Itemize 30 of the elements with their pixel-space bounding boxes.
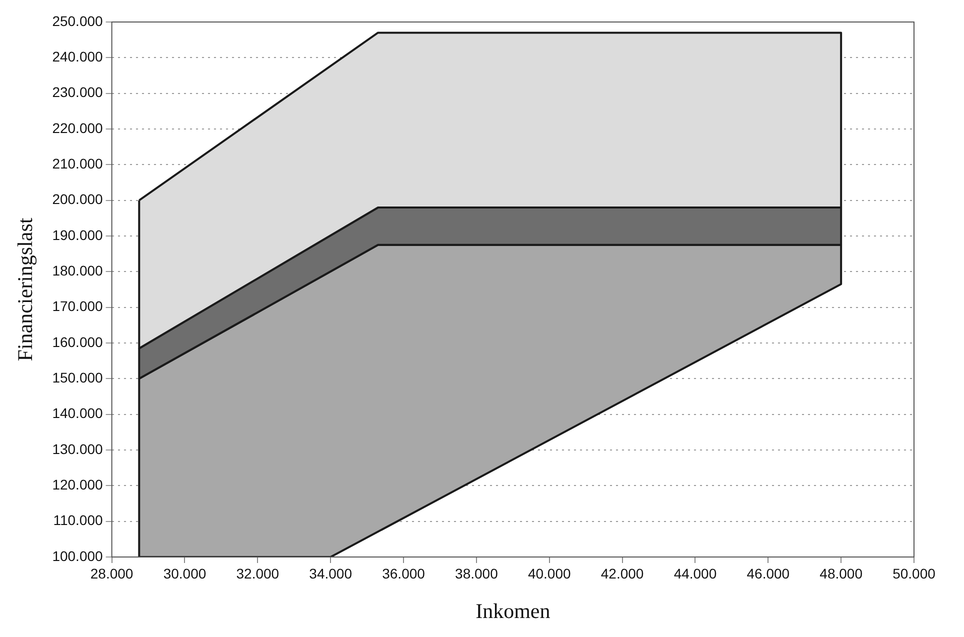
x-tick-label: 40.000: [528, 565, 571, 582]
y-tick-label: 170.000: [52, 298, 104, 314]
x-tick-label: 28.000: [90, 565, 134, 582]
x-tick-label: 32.000: [236, 565, 280, 582]
y-tick-label: 150.000: [52, 370, 104, 386]
y-tick-label: 120.000: [52, 476, 104, 493]
y-tick-label: 140.000: [52, 405, 104, 422]
y-tick-label: 100.000: [52, 548, 104, 564]
y-tick-label: 230.000: [52, 84, 104, 100]
x-tick-label: 44.000: [674, 565, 717, 582]
y-tick-label: 250.000: [52, 12, 104, 29]
x-tick-label: 50.000: [892, 565, 936, 582]
x-axis-title: Inkomen: [476, 598, 551, 623]
y-axis-title: Financieringslast: [13, 218, 38, 362]
x-tick-label: 42.000: [600, 565, 644, 582]
y-tick-label: 110.000: [53, 512, 104, 528]
y-tick-label: 160.000: [52, 334, 104, 350]
y-tick-label: 180.000: [52, 262, 104, 279]
x-tick-label: 48.000: [820, 565, 863, 582]
x-tick-label: 38.000: [455, 565, 498, 582]
x-tick-label: 30.000: [163, 565, 206, 582]
y-tick-label: 240.000: [52, 48, 104, 65]
y-tick-label: 210.000: [52, 156, 104, 172]
y-tick-label: 190.000: [52, 226, 104, 243]
y-tick-label: 130.000: [52, 440, 104, 457]
x-tick-label: 36.000: [382, 565, 426, 582]
x-tick-label: 34.000: [309, 565, 352, 582]
y-tick-label: 220.000: [52, 120, 104, 136]
x-tick-label: 46.000: [746, 565, 790, 582]
y-tick-label: 200.000: [52, 191, 104, 208]
